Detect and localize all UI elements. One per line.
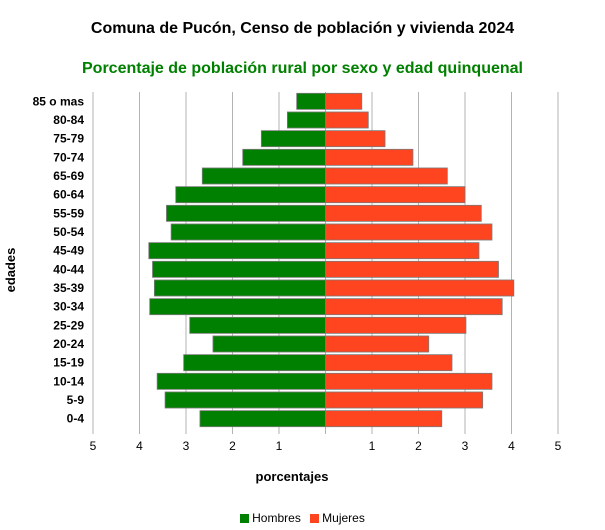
bar-hombres-15-19 [183,354,326,372]
x-tick-label: 4 [508,439,515,453]
bar-hombres-60-64 [175,186,326,204]
bar-hombres-75-79 [260,130,326,148]
category-label: 80-84 [53,113,84,127]
bar-mujeres-0-4 [325,410,443,428]
legend-label-hombres: Hombres [252,511,301,525]
bar-hombres-10-14 [156,372,326,390]
legend-item-mujeres: Mujeres [310,511,365,525]
bar-hombres-50-54 [170,223,326,241]
bar-mujeres-20-24 [325,335,430,353]
bar-mujeres-70-74 [325,148,414,166]
bar-mujeres-80-84 [325,111,369,129]
category-label: 55-59 [53,206,84,220]
x-axis-title: porcentajes [256,469,329,484]
bar-mujeres-15-19 [325,354,453,372]
category-label: 45-49 [53,244,84,258]
bar-mujeres-40-44 [325,260,499,278]
bar-mujeres-75-79 [325,130,386,148]
category-label: 50-54 [53,225,84,239]
category-label: 35-39 [53,281,84,295]
y-axis-title: edades [3,248,18,293]
bar-mujeres-50-54 [325,223,493,241]
bar-mujeres-25-29 [325,316,467,334]
bar-hombres-40-44 [152,260,326,278]
category-label: 25-29 [53,318,84,332]
category-label: 0-4 [67,412,85,426]
chart-subtitle: Porcentaje de población rural por sexo y… [82,60,523,77]
x-tick-label: 3 [183,439,190,453]
bar-hombres-0-4 [199,410,326,428]
bar-hombres-85-o-mas [296,92,326,110]
category-label: 85 o mas [33,94,85,108]
x-tick-label: 5 [90,439,97,453]
category-label: 75-79 [53,132,84,146]
bar-hombres-5-9 [164,391,326,409]
bar-mujeres-65-69 [325,167,448,185]
bar-hombres-45-49 [148,242,326,260]
bar-hombres-35-39 [153,279,326,297]
legend-swatch-hombres [240,513,250,523]
x-tick-label: 4 [136,439,143,453]
category-label: 65-69 [53,169,84,183]
x-tick-label: 1 [369,439,376,453]
category-label: 10-14 [53,374,84,388]
bar-hombres-70-74 [242,148,326,166]
bar-mujeres-45-49 [325,242,480,260]
bars [148,92,515,428]
x-tick-label: 2 [229,439,236,453]
bar-hombres-55-59 [166,204,326,222]
bar-hombres-80-84 [286,111,326,129]
chart-title: Comuna de Pucón, Censo de población y vi… [90,20,515,37]
category-labels: 0-4 5-9 10-14 15-19 20-24 25-29 30-34 35-39 40-4… [33,94,85,425]
x-tick-labels: 5 4 3 2 1 1 2 3 4 5 [90,439,562,453]
population-pyramid-chart: 0-4 5-9 10-14 15-19 20-24 25-29 30-34 35-39 40-4… [3,92,562,484]
bar-mujeres-55-59 [325,204,482,222]
category-label: 15-19 [53,356,84,370]
x-tick-label: 5 [555,439,562,453]
legend-label-mujeres: Mujeres [322,511,365,525]
x-tick-label: 1 [276,439,283,453]
x-tick-label: 3 [462,439,469,453]
category-label: 30-34 [53,300,84,314]
bar-mujeres-5-9 [325,391,484,409]
legend-swatch-mujeres [310,513,320,523]
x-tick-label: 2 [415,439,422,453]
bar-mujeres-60-64 [325,186,466,204]
bar-hombres-65-69 [201,167,326,185]
bar-mujeres-30-34 [325,298,503,316]
bar-hombres-20-24 [212,335,326,353]
category-label: 40-44 [53,262,84,276]
bar-mujeres-85-o-mas [325,92,363,110]
bar-mujeres-10-14 [325,372,493,390]
bar-hombres-25-29 [189,316,326,334]
legend-item-hombres: Hombres [240,511,301,525]
bar-hombres-30-34 [149,298,326,316]
category-label: 20-24 [53,337,84,351]
category-label: 70-74 [53,150,84,164]
legend: Hombres Mujeres [0,511,605,526]
category-label: 5-9 [67,393,85,407]
category-label: 60-64 [53,188,84,202]
bar-mujeres-35-39 [325,279,515,297]
